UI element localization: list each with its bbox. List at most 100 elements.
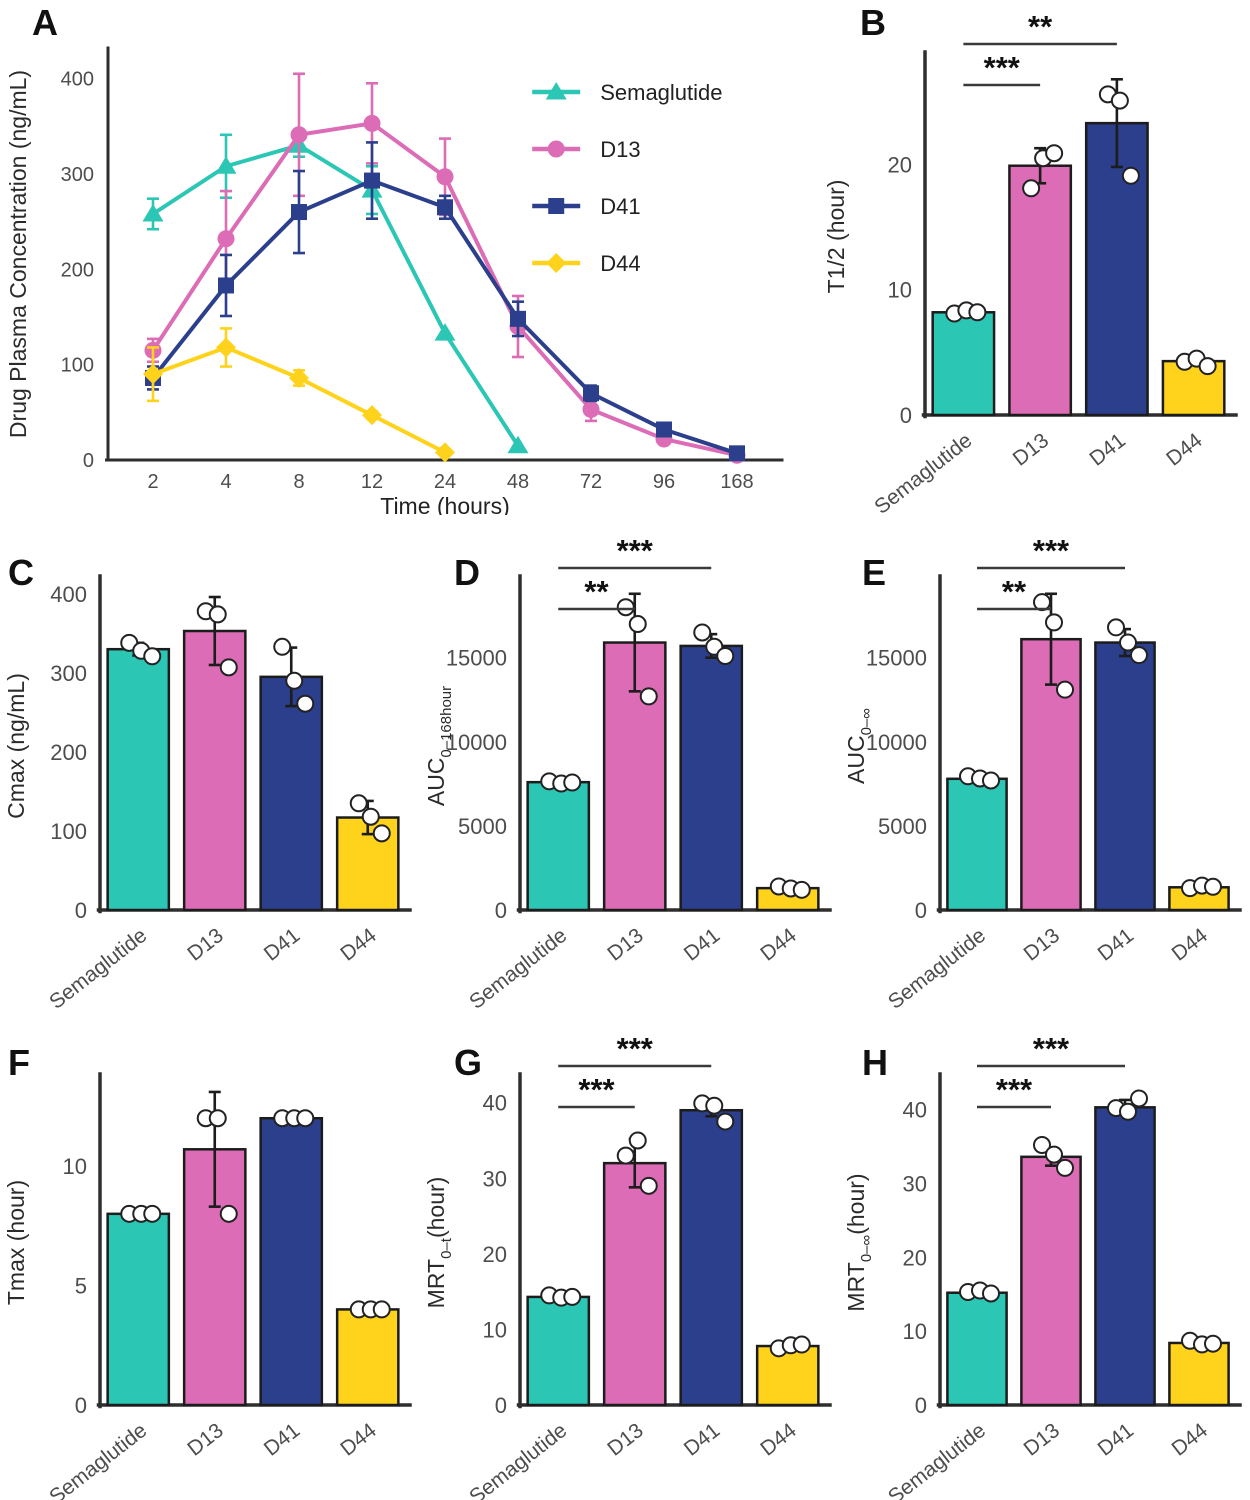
svg-text:10: 10 <box>888 278 912 303</box>
svg-text:D13: D13 <box>183 1419 228 1461</box>
tmax-bar-chart: 0 5 10 Tmax (hour) Semaglutide D13 D41 D44 <box>3 1072 412 1500</box>
svg-text:100: 100 <box>50 819 87 844</box>
panel-f-label: F <box>8 1042 30 1083</box>
svg-text:0: 0 <box>75 1393 87 1418</box>
svg-text:***: *** <box>1033 1031 1070 1066</box>
panel-c-label: C <box>8 552 34 593</box>
svg-text:D44: D44 <box>336 924 381 966</box>
t-half-bar-chart: 0 10 20 T1/2 (hour) ***** Semaglutide D13 D41 D4… <box>823 9 1238 515</box>
svg-text:Semaglutide: Semaglutide <box>884 924 990 1010</box>
svg-text:**: ** <box>584 574 609 609</box>
svg-text:20: 20 <box>888 152 912 177</box>
svg-text:D41: D41 <box>260 1419 305 1461</box>
svg-text:5000: 5000 <box>878 814 927 839</box>
svg-text:D13: D13 <box>183 924 228 966</box>
svg-text:**: ** <box>1028 9 1053 44</box>
svg-text:D13: D13 <box>1009 429 1054 471</box>
svg-text:Semaglutide: Semaglutide <box>884 1419 990 1500</box>
svg-text:D44: D44 <box>600 251 640 276</box>
svg-text:AUC0–168hour: AUC0–168hour <box>423 686 455 806</box>
svg-text:D13: D13 <box>600 137 640 162</box>
auc-0-inf-bar-chart: 0 5000 10000 15000 AUC0–∞ ***** Semaglutide D13… <box>843 533 1242 1010</box>
svg-text:D13: D13 <box>1020 1419 1065 1461</box>
svg-text:***: *** <box>996 1072 1033 1107</box>
svg-text:MRT0–∞(hour): MRT0–∞(hour) <box>843 1173 875 1311</box>
svg-text:D41: D41 <box>260 924 305 966</box>
svg-text:D44: D44 <box>1168 1419 1213 1461</box>
svg-text:D13: D13 <box>603 924 648 966</box>
svg-text:D41: D41 <box>1094 924 1139 966</box>
svg-text:40: 40 <box>483 1091 507 1116</box>
svg-text:200: 200 <box>50 740 87 765</box>
panel-e-label: E <box>862 552 887 593</box>
svg-text:0: 0 <box>915 1393 927 1418</box>
svg-text:D41: D41 <box>1085 429 1130 471</box>
panel-h: H 0 10 20 30 40 MRT0–∞(hour) *** *** Semaglutide… <box>840 1020 1250 1500</box>
svg-text:20: 20 <box>903 1245 927 1270</box>
svg-text:D41: D41 <box>600 194 640 219</box>
panel-a: A 0 100 200 300 400 2 4 8 12 24 48 72 96 168 Time (hou… <box>0 0 810 515</box>
panel-b: B 0 10 20 T1/2 (hour) *** ** Semaglutide D13 D41… <box>820 0 1250 515</box>
svg-text:72: 72 <box>580 471 602 493</box>
svg-text:Semaglutide: Semaglutide <box>870 429 976 515</box>
svg-text:10: 10 <box>63 1154 87 1179</box>
svg-text:D44: D44 <box>1168 924 1213 966</box>
svg-text:10: 10 <box>483 1317 507 1342</box>
panel-h-label: H <box>862 1042 888 1083</box>
svg-text:400: 400 <box>50 582 87 607</box>
svg-text:Tmax (hour): Tmax (hour) <box>3 1180 29 1305</box>
panel-f: F 0 5 10 Tmax (hour) Semaglutide D13 D41 D44 <box>0 1020 420 1500</box>
panel-g: G 0 10 20 30 40 MRT0–t(hour) *** *** Semaglutide… <box>420 1020 840 1500</box>
svg-text:12: 12 <box>361 471 383 493</box>
svg-text:D41: D41 <box>680 924 725 966</box>
panel-c: C 0 100 200 300 400 Cmax (ng/mL) Semaglutide D1… <box>0 520 420 1010</box>
svg-text:24: 24 <box>434 471 456 493</box>
svg-text:***: *** <box>984 50 1021 85</box>
svg-text:10000: 10000 <box>866 730 927 755</box>
svg-text:300: 300 <box>50 661 87 686</box>
svg-text:0: 0 <box>495 898 507 923</box>
svg-text:Semaglutide: Semaglutide <box>465 1419 571 1500</box>
svg-text:15000: 15000 <box>446 646 507 671</box>
svg-text:300: 300 <box>61 164 94 186</box>
svg-text:100: 100 <box>61 355 94 377</box>
panel-a-label: A <box>32 2 58 43</box>
svg-text:40: 40 <box>903 1098 927 1123</box>
svg-text:MRT0–t(hour): MRT0–t(hour) <box>423 1177 455 1309</box>
svg-text:15000: 15000 <box>866 646 927 671</box>
svg-text:D13: D13 <box>1020 924 1065 966</box>
panel-d-label: D <box>454 552 480 593</box>
svg-text:30: 30 <box>903 1171 927 1196</box>
svg-text:***: *** <box>617 533 654 568</box>
svg-text:Semaglutide: Semaglutide <box>45 924 151 1010</box>
svg-text:D44: D44 <box>756 924 801 966</box>
svg-text:168: 168 <box>720 471 753 493</box>
svg-text:30: 30 <box>483 1166 507 1191</box>
svg-text:D41: D41 <box>1094 1419 1139 1461</box>
svg-text:0: 0 <box>900 403 912 428</box>
svg-text:Semaglutide: Semaglutide <box>465 924 571 1010</box>
svg-text:200: 200 <box>61 259 94 281</box>
mrt-0-t-bar-chart: 0 10 20 30 40 MRT0–t(hour) ****** Semaglutide D1… <box>423 1031 832 1500</box>
svg-text:0: 0 <box>915 898 927 923</box>
cmax-bar-chart: 0 100 200 300 400 Cmax (ng/mL) Semaglutide D13 D… <box>3 574 412 1010</box>
svg-text:D13: D13 <box>603 1419 648 1461</box>
svg-text:8: 8 <box>293 471 304 493</box>
svg-text:20: 20 <box>483 1242 507 1267</box>
svg-text:Cmax (ng/mL): Cmax (ng/mL) <box>3 673 29 819</box>
svg-text:400: 400 <box>61 69 94 91</box>
svg-text:Time (hours): Time (hours) <box>380 493 510 515</box>
svg-text:Drug Plasma Concentration (ng/: Drug Plasma Concentration (ng/mL) <box>5 70 31 438</box>
svg-text:D41: D41 <box>680 1419 725 1461</box>
auc-0-168-bar-chart: 0 5000 10000 15000 AUC0–168hour ***** Semaglut… <box>423 533 832 1010</box>
mrt-0-inf-bar-chart: 0 10 20 30 40 MRT0–∞(hour) ****** Semaglutide D1… <box>843 1031 1242 1500</box>
svg-text:D44: D44 <box>1162 429 1207 471</box>
svg-text:AUC0–∞: AUC0–∞ <box>843 708 875 784</box>
svg-text:Semaglutide: Semaglutide <box>600 80 722 105</box>
svg-text:10000: 10000 <box>446 730 507 755</box>
panel-e: E 0 5000 10000 15000 AUC0–∞ ** *** Semaglutide D… <box>840 520 1250 1010</box>
svg-text:D44: D44 <box>756 1419 801 1461</box>
svg-text:T1/2 (hour): T1/2 (hour) <box>823 180 849 294</box>
